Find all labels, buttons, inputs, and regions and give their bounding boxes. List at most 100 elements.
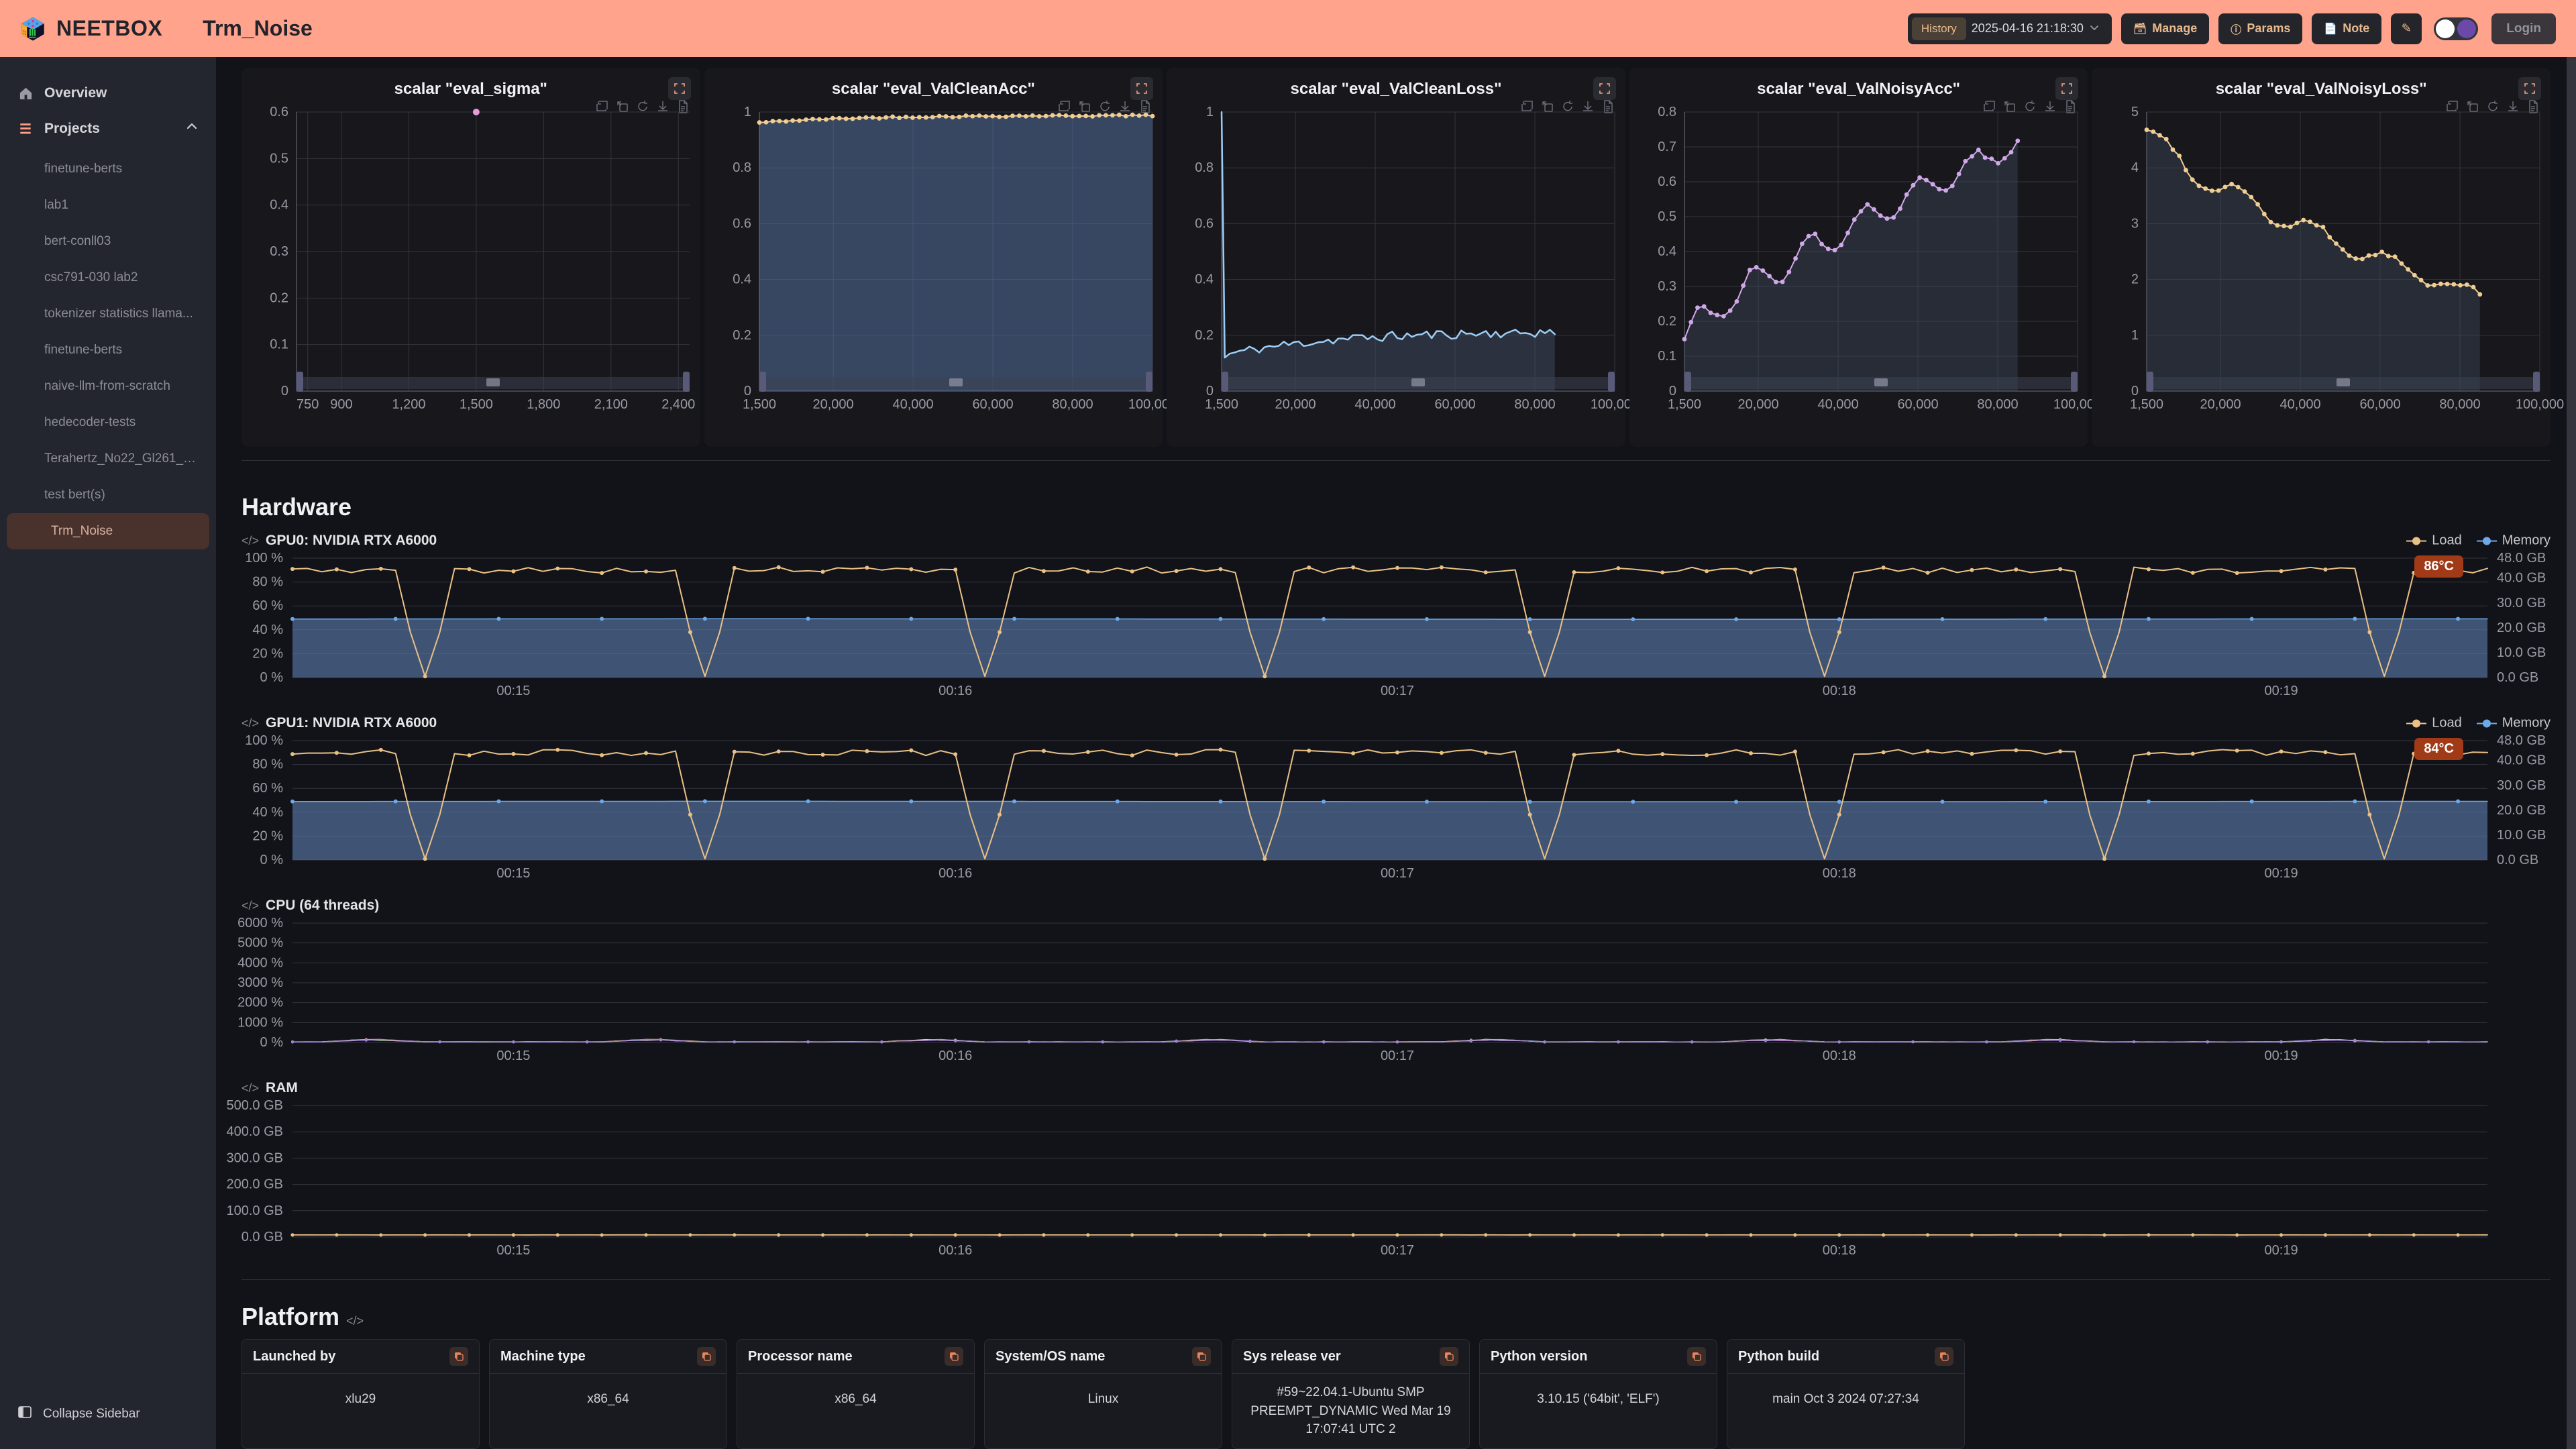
svg-text:1: 1 bbox=[2131, 328, 2139, 343]
svg-text:900: 900 bbox=[330, 397, 352, 412]
svg-text:1: 1 bbox=[1206, 105, 1214, 119]
svg-text:00:17: 00:17 bbox=[1381, 866, 1414, 881]
svg-text:00:18: 00:18 bbox=[1823, 1243, 1856, 1258]
svg-text:0.1: 0.1 bbox=[1658, 349, 1676, 364]
svg-text:4: 4 bbox=[2131, 160, 2139, 175]
svg-text:4000 %: 4000 % bbox=[237, 955, 283, 970]
svg-text:2,100: 2,100 bbox=[594, 397, 628, 412]
svg-text:2: 2 bbox=[2131, 272, 2139, 287]
svg-text:0.4: 0.4 bbox=[1658, 244, 1676, 259]
svg-text:500.0 GB: 500.0 GB bbox=[226, 1098, 283, 1113]
svg-text:60,000: 60,000 bbox=[1435, 397, 1476, 412]
svg-text:750: 750 bbox=[297, 397, 319, 412]
svg-text:0.6: 0.6 bbox=[1195, 216, 1214, 231]
svg-text:00:16: 00:16 bbox=[938, 866, 972, 881]
svg-text:00:18: 00:18 bbox=[1823, 1049, 1856, 1063]
svg-text:80 %: 80 % bbox=[252, 757, 283, 772]
svg-text:30.0 GB: 30.0 GB bbox=[2497, 596, 2546, 610]
svg-text:1,500: 1,500 bbox=[743, 397, 776, 412]
svg-text:1: 1 bbox=[743, 105, 751, 119]
svg-text:10.0 GB: 10.0 GB bbox=[2497, 645, 2546, 660]
svg-text:60,000: 60,000 bbox=[2360, 397, 2401, 412]
svg-text:0 %: 0 % bbox=[260, 670, 284, 685]
svg-text:00:15: 00:15 bbox=[496, 1243, 530, 1258]
svg-text:100 %: 100 % bbox=[245, 551, 283, 566]
svg-text:00:19: 00:19 bbox=[2265, 684, 2298, 698]
svg-text:20.0 GB: 20.0 GB bbox=[2497, 803, 2546, 818]
svg-text:00:18: 00:18 bbox=[1823, 866, 1856, 881]
svg-text:00:16: 00:16 bbox=[938, 1049, 972, 1063]
svg-text:00:17: 00:17 bbox=[1381, 1243, 1414, 1258]
svg-text:00:17: 00:17 bbox=[1381, 1049, 1414, 1063]
svg-text:0.0 GB: 0.0 GB bbox=[241, 1230, 283, 1244]
svg-text:0 %: 0 % bbox=[260, 853, 284, 867]
svg-text:1,500: 1,500 bbox=[460, 397, 493, 412]
svg-text:0.2: 0.2 bbox=[733, 328, 751, 343]
svg-text:1,800: 1,800 bbox=[527, 397, 560, 412]
svg-text:0 %: 0 % bbox=[260, 1035, 284, 1050]
svg-text:80 %: 80 % bbox=[252, 575, 283, 590]
svg-text:30.0 GB: 30.0 GB bbox=[2497, 778, 2546, 793]
svg-text:40 %: 40 % bbox=[252, 623, 283, 637]
svg-text:1,500: 1,500 bbox=[1205, 397, 1238, 412]
svg-text:40,000: 40,000 bbox=[1817, 397, 1858, 412]
svg-text:100 %: 100 % bbox=[245, 733, 283, 748]
svg-text:0.0 GB: 0.0 GB bbox=[2497, 853, 2538, 867]
svg-text:300.0 GB: 300.0 GB bbox=[226, 1150, 283, 1165]
svg-text:2000 %: 2000 % bbox=[237, 996, 283, 1010]
svg-text:5000 %: 5000 % bbox=[237, 936, 283, 951]
svg-text:40.0 GB: 40.0 GB bbox=[2497, 571, 2546, 586]
svg-text:0.7: 0.7 bbox=[1658, 140, 1676, 154]
svg-text:48.0 GB: 48.0 GB bbox=[2497, 733, 2546, 748]
svg-text:0.8: 0.8 bbox=[1195, 160, 1214, 175]
svg-text:40,000: 40,000 bbox=[892, 397, 933, 412]
svg-text:0.0 GB: 0.0 GB bbox=[2497, 670, 2538, 685]
svg-text:100,000: 100,000 bbox=[2516, 397, 2564, 412]
svg-text:0.3: 0.3 bbox=[1658, 279, 1676, 294]
svg-text:400.0 GB: 400.0 GB bbox=[226, 1124, 283, 1139]
svg-text:20,000: 20,000 bbox=[1737, 397, 1778, 412]
svg-text:0.8: 0.8 bbox=[1658, 105, 1676, 119]
svg-text:00:17: 00:17 bbox=[1381, 684, 1414, 698]
svg-text:00:19: 00:19 bbox=[2265, 866, 2298, 881]
svg-text:0.5: 0.5 bbox=[270, 151, 288, 166]
svg-text:00:19: 00:19 bbox=[2265, 1049, 2298, 1063]
svg-text:20,000: 20,000 bbox=[812, 397, 853, 412]
svg-text:40 %: 40 % bbox=[252, 805, 283, 820]
svg-text:0.2: 0.2 bbox=[1195, 328, 1214, 343]
svg-text:40,000: 40,000 bbox=[1355, 397, 1396, 412]
svg-text:40,000: 40,000 bbox=[2280, 397, 2321, 412]
svg-text:1,500: 1,500 bbox=[2130, 397, 2163, 412]
svg-text:00:16: 00:16 bbox=[938, 1243, 972, 1258]
svg-text:2,400: 2,400 bbox=[661, 397, 695, 412]
svg-text:00:16: 00:16 bbox=[938, 684, 972, 698]
svg-text:0.4: 0.4 bbox=[1195, 272, 1214, 287]
svg-text:20,000: 20,000 bbox=[1275, 397, 1316, 412]
svg-text:0.6: 0.6 bbox=[270, 105, 288, 119]
svg-text:1000 %: 1000 % bbox=[237, 1015, 283, 1030]
svg-text:80,000: 80,000 bbox=[2440, 397, 2481, 412]
svg-text:0.1: 0.1 bbox=[270, 337, 288, 352]
svg-text:00:15: 00:15 bbox=[496, 1049, 530, 1063]
svg-text:60,000: 60,000 bbox=[1897, 397, 1938, 412]
svg-text:0.6: 0.6 bbox=[733, 216, 751, 231]
svg-text:80,000: 80,000 bbox=[1977, 397, 2018, 412]
svg-text:20.0 GB: 20.0 GB bbox=[2497, 621, 2546, 635]
svg-text:5: 5 bbox=[2131, 105, 2139, 119]
svg-text:80,000: 80,000 bbox=[1515, 397, 1556, 412]
svg-text:0.4: 0.4 bbox=[270, 198, 288, 213]
svg-text:00:15: 00:15 bbox=[496, 684, 530, 698]
svg-text:3000 %: 3000 % bbox=[237, 975, 283, 990]
svg-text:3: 3 bbox=[2131, 216, 2139, 231]
svg-text:1,500: 1,500 bbox=[1668, 397, 1701, 412]
svg-text:60,000: 60,000 bbox=[972, 397, 1013, 412]
svg-text:0.2: 0.2 bbox=[1658, 314, 1676, 329]
svg-text:40.0 GB: 40.0 GB bbox=[2497, 753, 2546, 768]
svg-text:0.4: 0.4 bbox=[733, 272, 751, 287]
svg-text:48.0 GB: 48.0 GB bbox=[2497, 551, 2546, 566]
svg-text:1,200: 1,200 bbox=[392, 397, 425, 412]
svg-text:6000 %: 6000 % bbox=[237, 916, 283, 930]
svg-text:200.0 GB: 200.0 GB bbox=[226, 1177, 283, 1192]
svg-text:00:19: 00:19 bbox=[2265, 1243, 2298, 1258]
svg-text:00:15: 00:15 bbox=[496, 866, 530, 881]
